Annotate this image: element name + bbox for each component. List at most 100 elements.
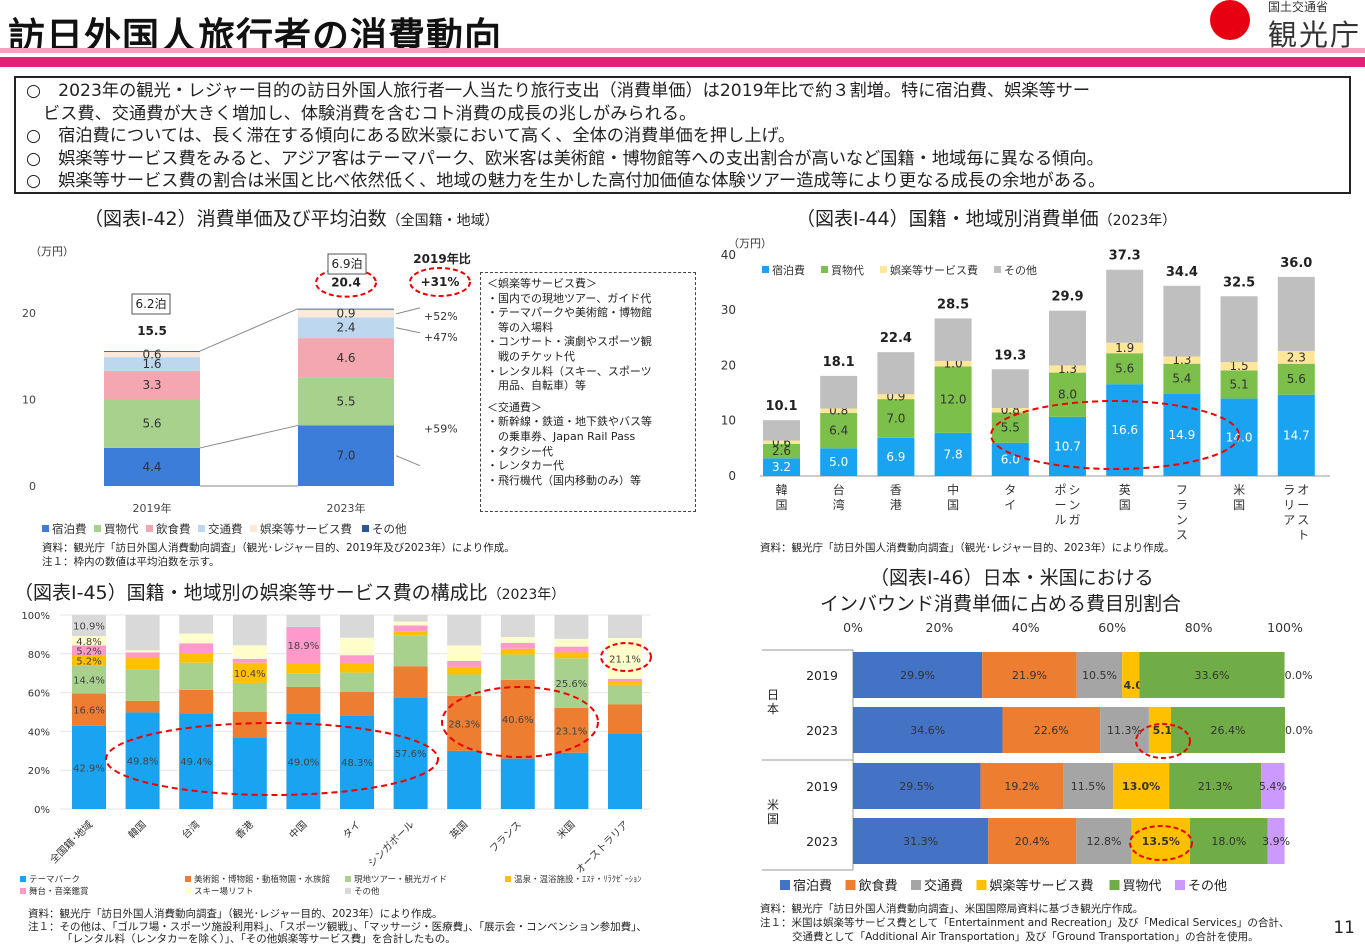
summary-line-1: ○ 2023年の観光・レジャー目的の訪日外国人旅行者一人当たり旅行支出（消費単価… [26,81,1091,101]
bar-segment [125,700,160,713]
legend-swatch [250,525,257,532]
bar-total-label: 28.5 [937,297,969,312]
bar-segment [1106,342,1144,354]
bar-segment [298,309,394,318]
bar-total-label: 32.5 [1223,275,1255,290]
box-line: ・タクシー代 [487,444,553,458]
bar-segment [608,733,642,809]
legend-label: 舞台・音楽鑑賞 [29,886,89,897]
bar-value-label: 14.4% [73,676,105,687]
bar-segment [340,692,374,716]
bar-segment [853,652,983,698]
y-tick-label: 20% [28,766,50,777]
legend-swatch [20,876,26,882]
x-tick-label: 香港 [233,819,256,842]
bar-value-label: 48.3% [341,758,373,769]
legend-swatch [821,266,828,273]
x-tick-label: 台 [833,482,845,497]
bar-segment [853,707,1003,753]
connector-line [199,424,299,449]
x-tick-label: 英国 [447,818,470,841]
bar-value-label: 42.9% [73,763,105,774]
bar-segment [554,652,589,659]
bar-segment [1163,285,1201,357]
legend-label: その他 [354,886,380,897]
bar-total-label: 34.4 [1166,265,1198,280]
bar-segment [447,615,482,646]
bar-segment [232,662,267,683]
legend-label: 現地ツアー・観光ガイド [354,874,447,885]
agency-name: 観光庁 [1268,18,1362,52]
header-rule-dark [0,57,1365,67]
bar-segment [877,394,915,400]
bar-value-label: 11.3% [1107,724,1142,737]
legend-label: 買物代 [1123,879,1162,894]
bar-segment [1122,652,1140,698]
bar-total-label: 10.1 [765,399,797,414]
box-line: ・レンタル料（スキー、スポーツ [487,364,652,378]
legend-swatch [185,888,191,894]
bar-segment [1261,763,1285,809]
bar-segment [991,407,1029,413]
legend-swatch [1175,880,1185,890]
fig46-title-line1: （図表Ⅰ-46）日本・米国における [870,567,1154,589]
x-tick-label: フ [1176,483,1188,497]
bar-value-label: 14.7 [1283,428,1310,442]
fig45-source-note: 資料：観光庁「訪日外国人消費動向調査」（観光･レジャー目的、2023年）により作… [28,908,443,920]
y-tick-label: 10 [721,414,736,428]
x-tick-label: 国 [775,498,787,512]
bar-segment [298,338,394,378]
legend-swatch [976,880,987,890]
bar-segment [72,615,106,637]
legend-label: その他 [1004,264,1037,277]
legend-label: 交通費 [208,522,243,536]
bar-segment [934,366,972,433]
leader-line [395,327,421,334]
group-label: 国 [767,812,779,826]
summary-line-2: ビス費、交通費が大きく増加し、体験消費を含むコト消費の成長の兆しがみられる。 [43,103,697,124]
bar-value-label: 6.0 [1001,452,1020,466]
bar-value-label: 18.0% [1211,835,1246,848]
fig46-title-line2: インバウンド消費単価に占める費目別割合 [820,593,1182,615]
bar-segment [232,658,267,663]
fig44-unit: （万円） [728,237,772,250]
bar-segment [853,763,981,809]
legend-swatch [762,266,769,273]
bar-segment [179,643,214,654]
bar-value-label: 12.8% [1087,835,1122,848]
bar-segment [447,645,482,661]
fig42-title: （図表Ⅰ-42）消費単価及び平均泊数（全国籍・地域） [84,204,499,231]
bar-segment [72,655,106,666]
x-tick-label: 中国 [286,818,309,841]
bar-value-label: 1.6 [142,357,161,371]
bar-value-label: 19.2% [1004,780,1039,793]
summary-line-4: ○ 娯楽等サービス費をみると、アジア客はテーマパーク、欧米客は美術館・博物館等へ… [26,148,1104,169]
fig45-title-sub: （2023年） [487,587,566,603]
bar-value-label: 1.5 [1230,359,1249,373]
x-tick-label: 2023年 [327,501,366,515]
bar-segment [500,648,535,655]
x-tick-label: タイ [340,819,363,842]
fig42-source-note: 資料：観光庁「訪日外国人消費動向調査」（観光･レジャー目的、2019年及び202… [42,542,515,554]
legend-label: スキー場リフト [194,886,254,897]
legend-label: 宿泊費 [793,878,832,894]
x-tick-label: リ [1283,498,1295,512]
bar-total-label: 22.4 [880,331,912,346]
bar-segment [125,650,160,653]
bar-segment [1163,363,1201,394]
summary-line-3: ○ 宿泊費については、長く滞在する傾向にある欧米豪において高く、全体の消費単価を… [26,126,796,146]
bar-segment [72,665,106,694]
bar-segment [1148,707,1171,753]
bar-segment [500,615,535,638]
x-tick-label: 40% [1012,620,1040,635]
bar-segment [1100,707,1149,753]
bar-segment [72,725,106,809]
bar-segment [934,432,972,476]
box-line: ・レンタカー代 [487,459,564,473]
y-tick-label: 40% [28,727,50,738]
box-line: ＜娯楽等サービス費＞ [487,277,597,290]
bar-value-label: 5.2% [76,657,101,668]
legend-label: 宿泊費 [772,263,805,277]
x-tick-label: オーストラリア [573,819,631,877]
